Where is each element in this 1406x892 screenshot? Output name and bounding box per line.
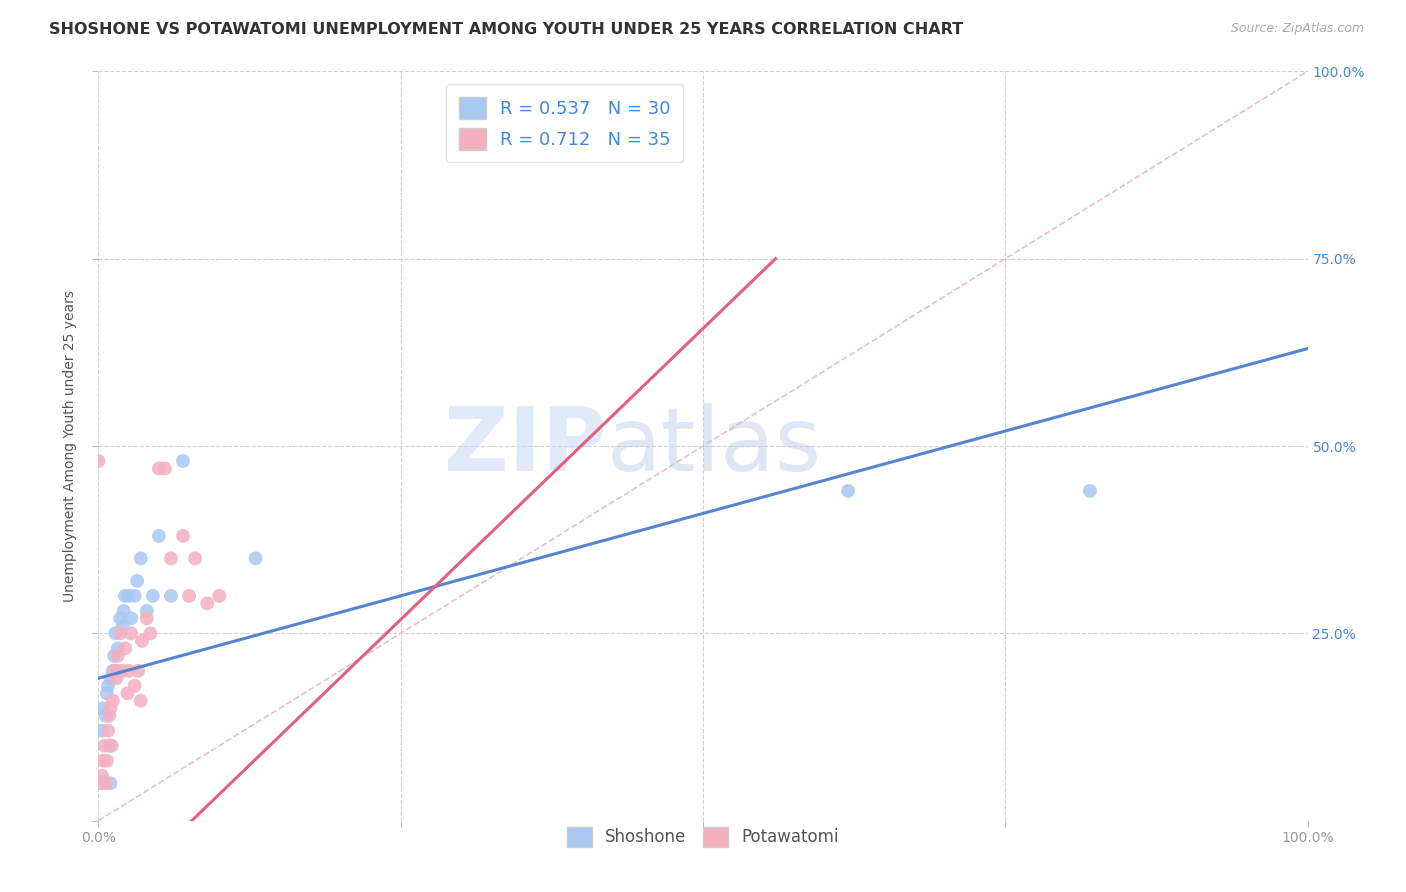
Point — [172, 454, 194, 468]
Y-axis label: Unemployment Among Youth under 25 years: Unemployment Among Youth under 25 years — [63, 290, 77, 602]
Text: atlas: atlas — [606, 402, 821, 490]
Point — [160, 589, 183, 603]
Point — [101, 694, 124, 708]
Point — [107, 648, 129, 663]
Point — [160, 551, 183, 566]
Point — [94, 776, 117, 790]
Point — [114, 589, 136, 603]
Point — [129, 551, 152, 566]
Point — [100, 739, 122, 753]
Point — [129, 694, 152, 708]
Point — [135, 604, 157, 618]
Point — [100, 776, 122, 790]
Point — [107, 641, 129, 656]
Point — [135, 611, 157, 625]
Point — [118, 664, 141, 678]
Point — [101, 664, 124, 678]
Point — [111, 619, 134, 633]
Point — [105, 671, 128, 685]
Point — [111, 664, 134, 678]
Point — [93, 739, 115, 753]
Text: SHOSHONE VS POTAWATOMI UNEMPLOYMENT AMONG YOUTH UNDER 25 YEARS CORRELATION CHART: SHOSHONE VS POTAWATOMI UNEMPLOYMENT AMON… — [49, 22, 963, 37]
Point — [103, 664, 125, 678]
Point — [208, 589, 231, 603]
Point — [100, 701, 122, 715]
Point — [112, 604, 135, 618]
Point — [142, 589, 165, 603]
Point — [172, 529, 194, 543]
Point — [105, 664, 128, 678]
Point — [1078, 483, 1101, 498]
Point — [98, 708, 121, 723]
Point — [124, 679, 146, 693]
Legend: Shoshone, Potawatomi: Shoshone, Potawatomi — [561, 820, 845, 854]
Point — [117, 686, 139, 700]
Point — [118, 589, 141, 603]
Point — [91, 723, 114, 738]
Text: Source: ZipAtlas.com: Source: ZipAtlas.com — [1230, 22, 1364, 36]
Point — [91, 701, 114, 715]
Point — [120, 611, 142, 625]
Point — [98, 739, 121, 753]
Point — [87, 454, 110, 468]
Point — [139, 626, 162, 640]
Point — [148, 461, 170, 475]
Point — [148, 529, 170, 543]
Point — [96, 754, 118, 768]
Point — [195, 596, 218, 610]
Point — [108, 626, 131, 640]
Point — [131, 633, 153, 648]
Point — [103, 648, 125, 663]
Point — [96, 686, 118, 700]
Point — [90, 776, 112, 790]
Point — [127, 574, 149, 588]
Point — [153, 461, 176, 475]
Point — [97, 679, 120, 693]
Point — [837, 483, 859, 498]
Point — [124, 589, 146, 603]
Point — [108, 611, 131, 625]
Point — [100, 671, 122, 685]
Point — [245, 551, 267, 566]
Point — [97, 723, 120, 738]
Point — [104, 626, 127, 640]
Point — [184, 551, 207, 566]
Point — [94, 708, 117, 723]
Point — [91, 754, 114, 768]
Text: ZIP: ZIP — [443, 402, 606, 490]
Point — [114, 641, 136, 656]
Point — [179, 589, 201, 603]
Point — [91, 769, 114, 783]
Point — [127, 664, 149, 678]
Point — [120, 626, 142, 640]
